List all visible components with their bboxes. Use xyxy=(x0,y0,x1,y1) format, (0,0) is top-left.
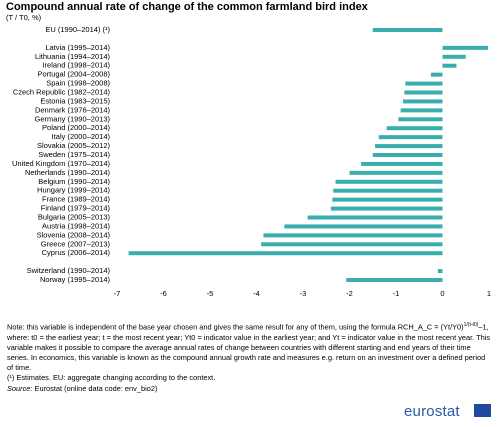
bar xyxy=(284,224,443,229)
y-tick-label: Denmark (1976–2014) xyxy=(35,105,111,114)
bar xyxy=(349,170,443,175)
y-tick-label: EU (1990–2014) (¹) xyxy=(45,25,110,34)
y-tick-label: Estonia (1983–2015) xyxy=(40,96,110,105)
y-tick-label: Netherlands (1990–2014) xyxy=(25,168,111,177)
bar xyxy=(261,242,443,247)
eu-flag xyxy=(474,404,491,417)
y-tick-label: Greece (2007–2013) xyxy=(41,239,111,248)
x-tick-label: -4 xyxy=(253,289,260,298)
bar xyxy=(402,99,443,104)
y-tick-label: Slovakia (2005–2012) xyxy=(37,141,110,150)
bar xyxy=(330,206,443,211)
chart-title: Compound annual rate of change of the co… xyxy=(6,1,369,13)
y-tick-label: Switzerland (1990–2014) xyxy=(27,266,111,275)
x-tick-label: -6 xyxy=(160,289,167,298)
y-tick-label: Ireland (1998–2014) xyxy=(42,61,110,70)
y-tick-label: Finland (1979–2014) xyxy=(41,204,111,213)
bar xyxy=(128,251,443,256)
bar xyxy=(442,45,489,50)
x-tick-label: -3 xyxy=(300,289,307,298)
note-text: Note: this variable is independent of th… xyxy=(7,322,464,332)
y-tick-label: Latvia (1995–2014) xyxy=(45,43,110,52)
estimates-note: (¹) Estimates. EU: aggregate changing ac… xyxy=(7,373,216,383)
y-tick-label: Belgium (1990–2014) xyxy=(38,177,110,186)
x-tick-label: 0 xyxy=(440,289,444,298)
bar xyxy=(372,28,443,32)
y-tick-label: Italy (2000–2014) xyxy=(52,132,111,141)
chart-subtitle: (T / T0, %) xyxy=(6,13,42,22)
bar xyxy=(386,126,443,131)
bar xyxy=(335,179,443,184)
x-tick-label: -1 xyxy=(393,289,400,298)
x-tick-label: -2 xyxy=(346,289,353,298)
bar xyxy=(378,135,443,140)
y-tick-label: Austria (1998–2014) xyxy=(42,221,110,230)
x-tick-label: -5 xyxy=(207,289,214,298)
bar xyxy=(332,197,443,202)
note-text: –1, where: t0 = the earliest year; t = t… xyxy=(7,322,491,373)
bar xyxy=(442,63,457,68)
y-tick-label: Lithuania (1994–2014) xyxy=(35,52,111,61)
bar xyxy=(442,54,466,59)
y-tick-label: Spain (1998–2008) xyxy=(46,79,110,88)
bar xyxy=(398,117,443,122)
y-tick-label: Sweden (1975–2014) xyxy=(38,150,110,159)
x-tick-label: 1 xyxy=(487,289,491,298)
chart: Compound annual rate of change of the co… xyxy=(6,1,491,298)
y-tick-label: United Kingdom (1970–2014) xyxy=(12,159,110,168)
bar xyxy=(430,72,443,77)
bar xyxy=(333,188,443,193)
source: Source: Eurostat (online data code: env_… xyxy=(7,384,493,394)
notes: Note: this variable is independent of th… xyxy=(7,320,493,394)
y-tick-label: Cyprus (2006–2014) xyxy=(42,248,111,257)
y-tick-label: Bulgaria (2005–2013) xyxy=(38,212,111,221)
y-tick-label: France (1989–2014) xyxy=(42,195,110,204)
note-superscript: 1/(t-t0) xyxy=(463,322,479,328)
y-tick-label: Hungary (1999–2014) xyxy=(37,186,110,195)
bar xyxy=(405,81,443,86)
bar xyxy=(361,161,443,166)
y-tick-label: Norway (1995–2014) xyxy=(40,275,111,284)
bar xyxy=(307,215,443,220)
x-tick-label: -7 xyxy=(114,289,121,298)
note: Note: this variable is independent of th… xyxy=(7,320,493,373)
bar xyxy=(404,90,443,95)
bar xyxy=(263,233,443,238)
bar xyxy=(437,269,443,274)
logo: eurostat xyxy=(404,403,460,420)
source-text: Eurostat (online data code: env_bio2) xyxy=(34,383,158,393)
bar xyxy=(346,278,443,282)
y-tick-label: Poland (2000–2014) xyxy=(42,123,110,132)
y-tick-label: Germany (1990–2013) xyxy=(35,114,111,123)
bar xyxy=(372,153,443,157)
y-tick-label: Slovenia (2008–2014) xyxy=(37,230,111,239)
bar xyxy=(375,144,443,149)
bar xyxy=(400,108,443,113)
source-label: Source: xyxy=(7,383,33,393)
y-tick-label: Portugal (2004–2008) xyxy=(37,70,110,79)
y-tick-label: Czech Republic (1982–2014) xyxy=(13,87,111,96)
